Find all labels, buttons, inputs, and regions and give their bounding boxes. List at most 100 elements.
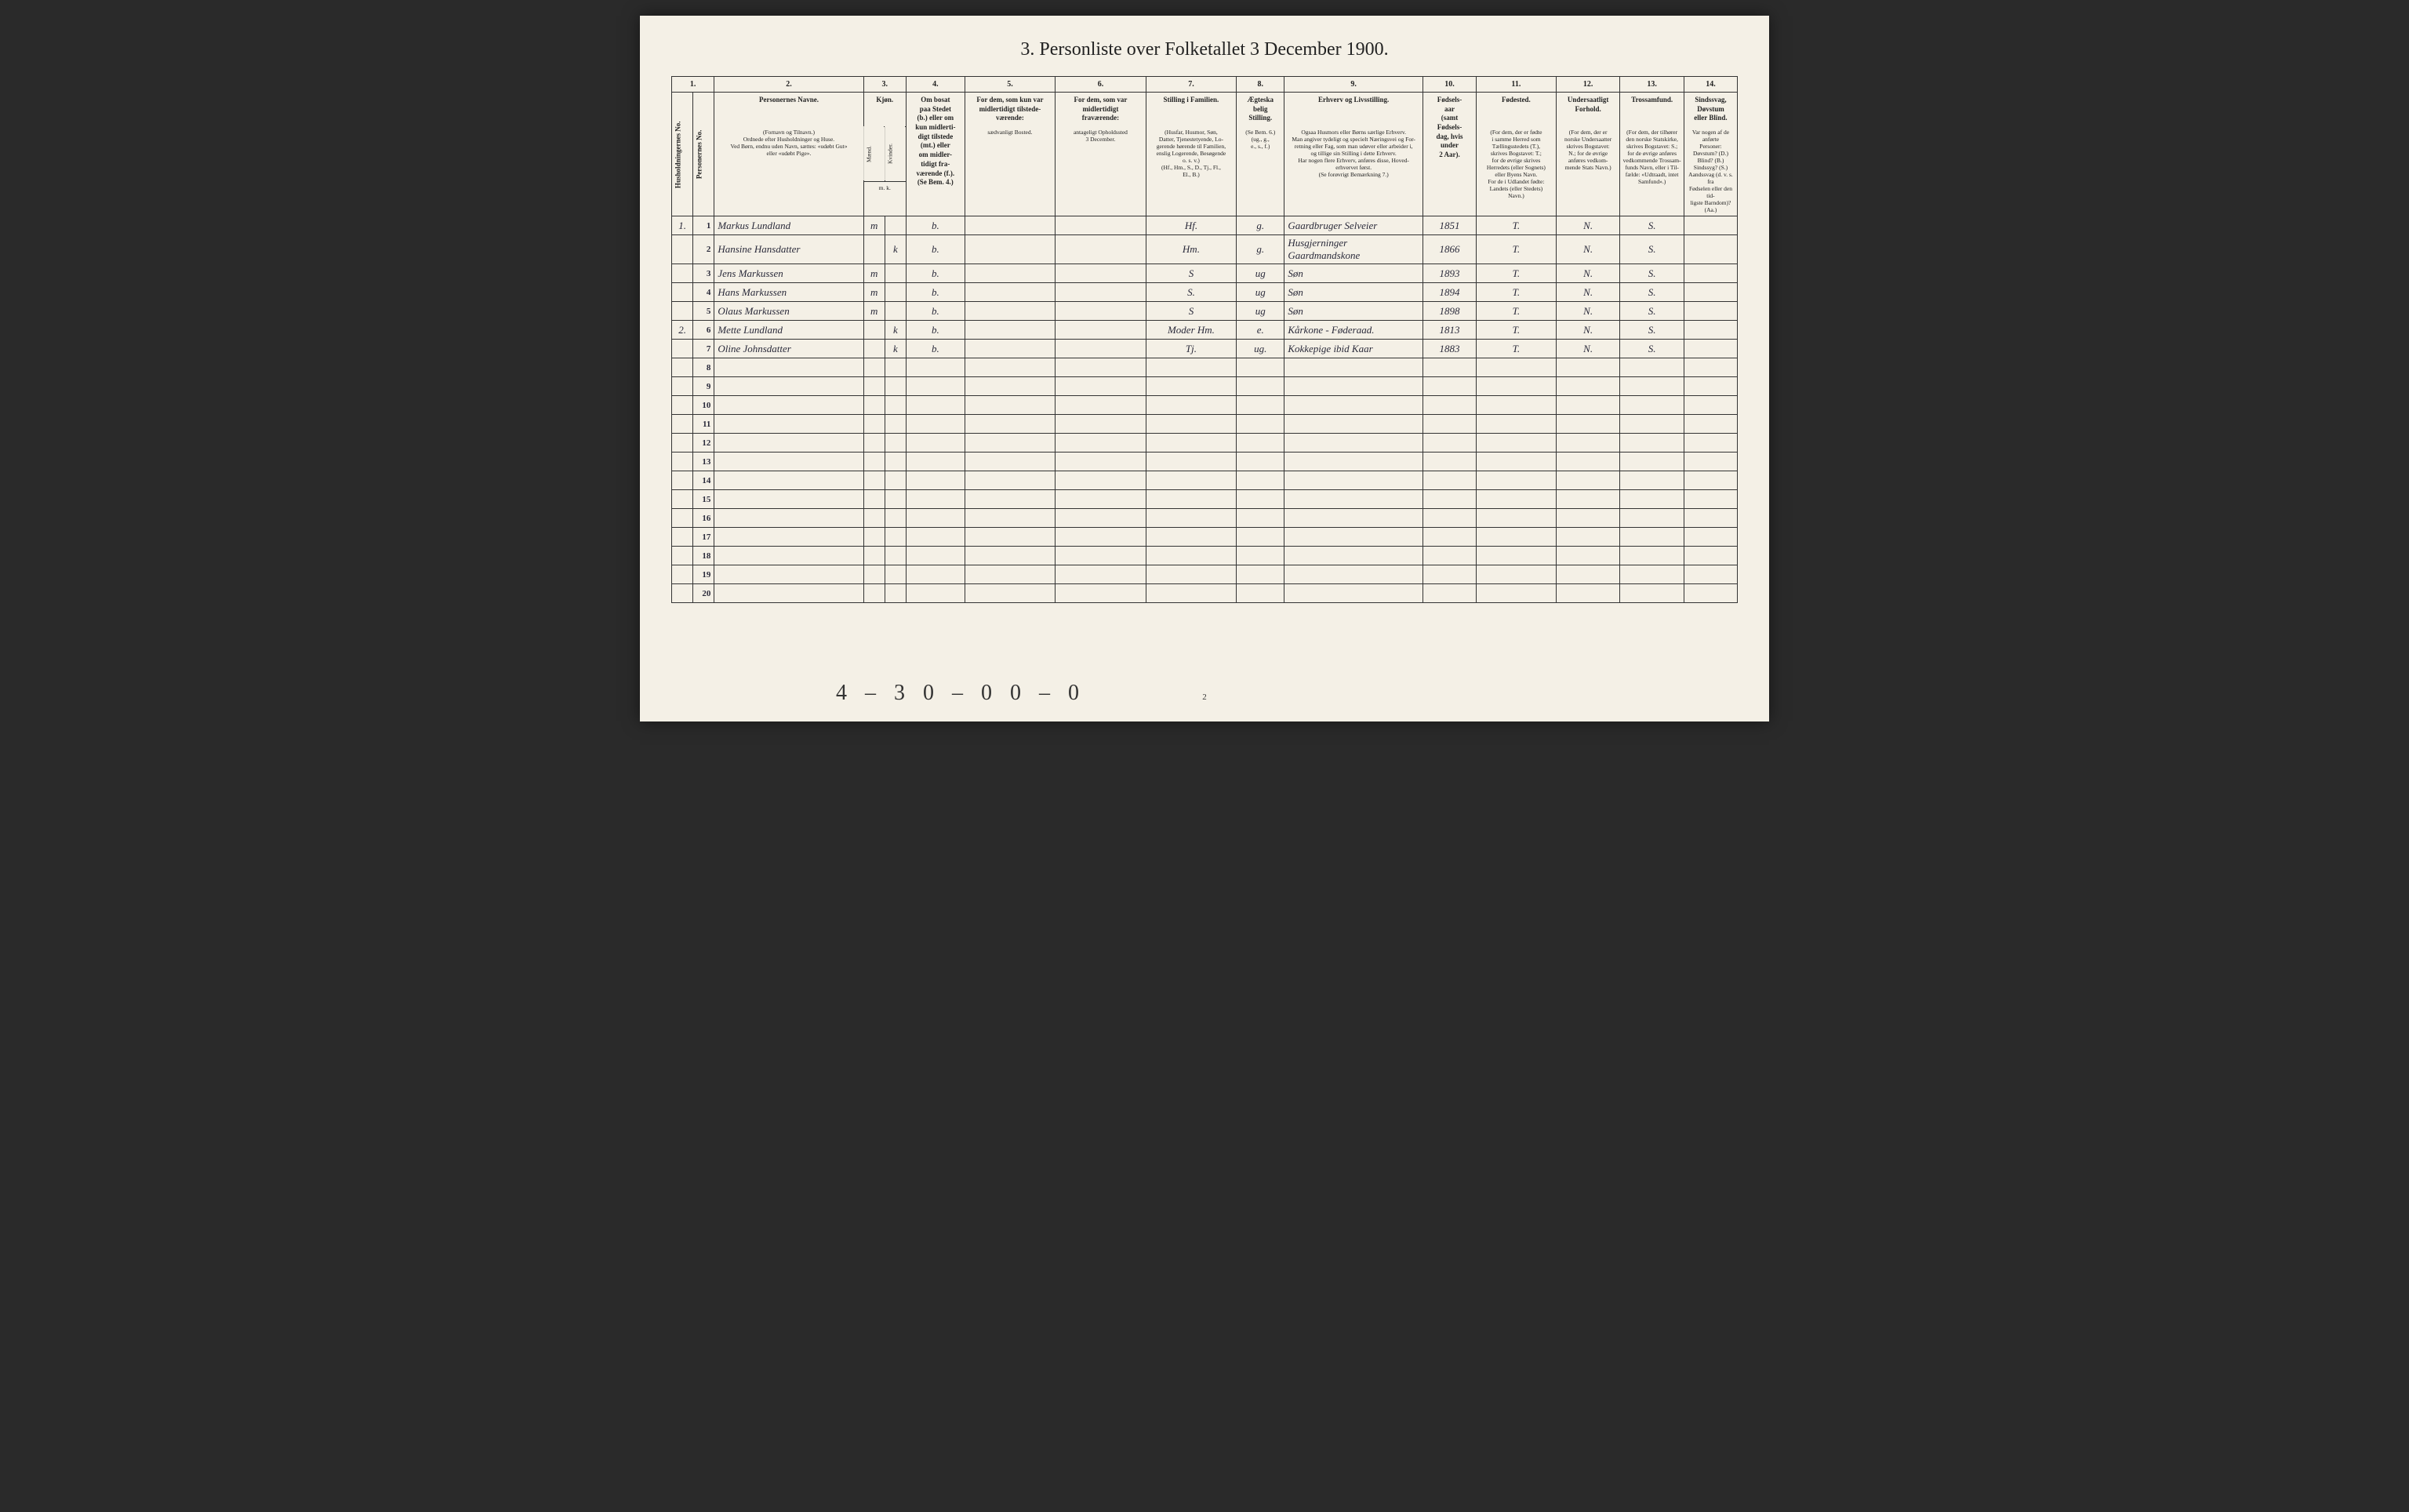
cell-und: N. xyxy=(1556,302,1620,321)
cell-empty xyxy=(1556,453,1620,471)
header-disability: Sindssvag, Døvstum eller Blind. xyxy=(1684,93,1737,127)
cell-empty xyxy=(1556,509,1620,528)
cell-fam: S xyxy=(1146,264,1237,283)
cell-empty xyxy=(965,565,1056,584)
table-body: 1.1Markus Lundlandmb.Hf.g.Gaardbruger Se… xyxy=(672,216,1738,603)
cell-empty xyxy=(1476,584,1556,603)
cell-empty xyxy=(1556,415,1620,434)
colnum-1: 1. xyxy=(672,77,714,93)
table-row-empty: 15 xyxy=(672,490,1738,509)
cell-empty xyxy=(1423,490,1477,509)
header-disability-sub: Var nogen af de anførte Personer: Døvstu… xyxy=(1684,126,1737,216)
cell-empty xyxy=(1684,415,1737,434)
cell-b: b. xyxy=(906,340,965,358)
census-table: 1. 2. 3. 4. 5. 6. 7. 8. 9. 10. 11. 12. 1… xyxy=(671,76,1738,603)
cell-empty xyxy=(1556,565,1620,584)
cell-k: k xyxy=(885,235,906,264)
cell-und: N. xyxy=(1556,321,1620,340)
cell-empty xyxy=(1237,415,1284,434)
cell-empty xyxy=(1684,528,1737,547)
cell-aar: 1866 xyxy=(1423,235,1477,264)
colnum-4: 4. xyxy=(906,77,965,93)
colnum-5: 5. xyxy=(965,77,1056,93)
cell-b: b. xyxy=(906,321,965,340)
page-number: 2 xyxy=(1202,692,1207,702)
cell-empty xyxy=(672,528,693,547)
cell-empty: 18 xyxy=(693,547,714,565)
cell-empty xyxy=(1620,377,1684,396)
cell-empty xyxy=(885,453,906,471)
cell-empty xyxy=(965,434,1056,453)
cell-empty xyxy=(1284,509,1423,528)
cell-erhv: Gaardbruger Selveier xyxy=(1284,216,1423,235)
table-row: 5Olaus Markussenmb.SugSøn1898T.N.S. xyxy=(672,302,1738,321)
cell-empty xyxy=(1684,453,1737,471)
cell-empty xyxy=(1476,377,1556,396)
cell-aar: 1883 xyxy=(1423,340,1477,358)
header-sub-row: (Fornavn og Tilnavn.) Ordnede efter Hush… xyxy=(672,126,1738,181)
cell-k xyxy=(885,216,906,235)
cell-pn: 3 xyxy=(693,264,714,283)
cell-hh xyxy=(672,302,693,321)
cell-eg: g. xyxy=(1237,235,1284,264)
cell-name: Hans Markussen xyxy=(714,283,863,302)
cell-empty xyxy=(863,396,885,415)
cell-c5 xyxy=(965,321,1056,340)
cell-pn: 2 xyxy=(693,235,714,264)
cell-empty xyxy=(863,434,885,453)
cell-empty: 8 xyxy=(693,358,714,377)
cell-empty xyxy=(714,509,863,528)
cell-empty xyxy=(1620,584,1684,603)
header-occupation: Erhverv og Livsstilling. xyxy=(1284,93,1423,127)
cell-empty xyxy=(1056,396,1146,415)
cell-empty xyxy=(714,584,863,603)
cell-empty xyxy=(906,509,965,528)
cell-name: Oline Johnsdatter xyxy=(714,340,863,358)
header-temp-present-sub: sædvanligt Bosted. xyxy=(965,126,1056,216)
table-row-empty: 16 xyxy=(672,509,1738,528)
cell-fst: T. xyxy=(1476,302,1556,321)
cell-empty xyxy=(965,528,1056,547)
cell-fam: S. xyxy=(1146,283,1237,302)
cell-empty xyxy=(1237,434,1284,453)
cell-empty xyxy=(1476,471,1556,490)
cell-c14 xyxy=(1684,283,1737,302)
cell-empty xyxy=(714,358,863,377)
cell-empty xyxy=(1146,396,1237,415)
footer-mark: 4 – 3 0 – 0 0 – 0 xyxy=(836,681,1085,706)
cell-empty xyxy=(885,528,906,547)
table-row-empty: 8 xyxy=(672,358,1738,377)
header-sex: Kjøn. xyxy=(863,93,906,127)
cell-name: Olaus Markussen xyxy=(714,302,863,321)
cell-empty xyxy=(863,471,885,490)
cell-empty xyxy=(672,547,693,565)
cell-empty xyxy=(714,434,863,453)
cell-empty xyxy=(863,490,885,509)
colnum-3: 3. xyxy=(863,77,906,93)
cell-empty xyxy=(1237,471,1284,490)
cell-c14 xyxy=(1684,235,1737,264)
cell-b: b. xyxy=(906,235,965,264)
table-row: 1.1Markus Lundlandmb.Hf.g.Gaardbruger Se… xyxy=(672,216,1738,235)
cell-empty xyxy=(1056,490,1146,509)
cell-m xyxy=(863,340,885,358)
cell-empty xyxy=(1237,490,1284,509)
cell-eg: ug xyxy=(1237,283,1284,302)
cell-empty xyxy=(1556,528,1620,547)
cell-empty: 20 xyxy=(693,584,714,603)
cell-hh xyxy=(672,340,693,358)
cell-empty xyxy=(1423,584,1477,603)
cell-empty xyxy=(1556,471,1620,490)
table-row: 2Hansine Hansdatterkb.Hm.g.Husgjerninger… xyxy=(672,235,1738,264)
cell-empty xyxy=(714,453,863,471)
cell-empty xyxy=(965,415,1056,434)
cell-empty xyxy=(1284,547,1423,565)
cell-empty xyxy=(1556,434,1620,453)
cell-empty xyxy=(1620,547,1684,565)
header-temp-absent-sub: antageligt Opholdssted 3 December. xyxy=(1056,126,1146,216)
colnum-6: 6. xyxy=(1056,77,1146,93)
cell-empty xyxy=(1284,434,1423,453)
cell-empty xyxy=(1684,509,1737,528)
cell-empty xyxy=(906,528,965,547)
cell-empty xyxy=(1237,377,1284,396)
